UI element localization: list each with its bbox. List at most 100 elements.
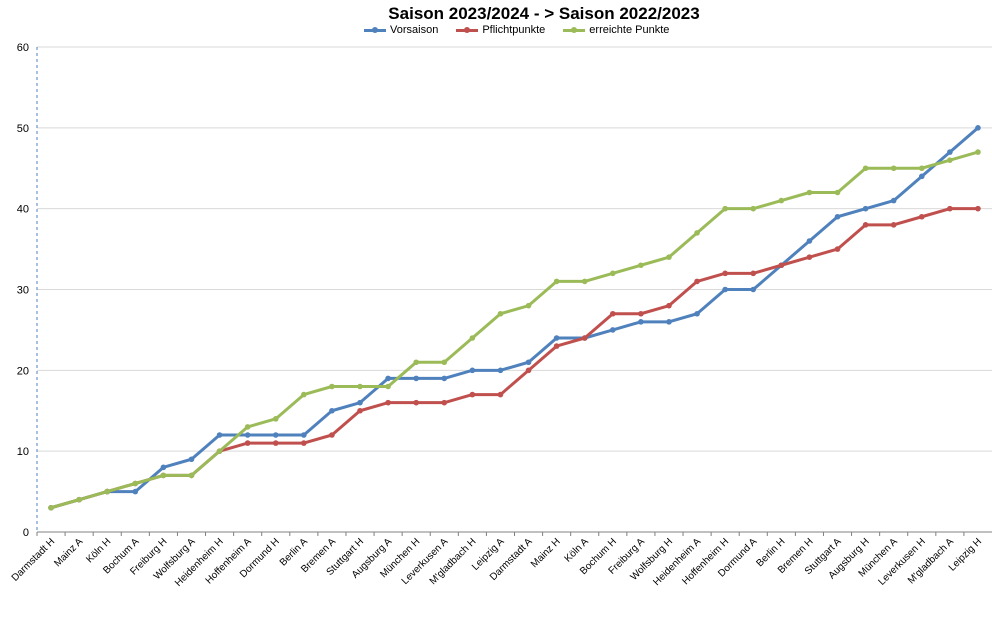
- data-point-erreichte-punkte: [385, 383, 391, 390]
- data-point-pflichtpunkte: [694, 278, 700, 285]
- data-point-erreichte-punkte: [694, 230, 700, 236]
- data-point-erreichte-punkte: [413, 359, 419, 366]
- data-point-erreichte-punkte: [497, 310, 504, 317]
- data-point-vorsaison: [329, 407, 335, 414]
- data-point-erreichte-punkte: [975, 149, 981, 155]
- data-point-erreichte-punkte: [890, 165, 897, 172]
- data-point-vorsaison: [357, 399, 363, 406]
- data-point-pflichtpunkte: [329, 432, 335, 438]
- legend-swatch: [563, 25, 586, 35]
- legend-swatch: [456, 25, 479, 35]
- data-point-pflichtpunkte: [610, 310, 616, 317]
- data-point-pflichtpunkte: [272, 440, 279, 446]
- legend-label: Vorsaison: [390, 24, 439, 36]
- data-point-vorsaison: [890, 197, 897, 204]
- y-tick-label: 10: [17, 446, 29, 458]
- data-point-vorsaison: [272, 432, 279, 438]
- data-point-vorsaison: [918, 173, 925, 180]
- data-point-pflichtpunkte: [778, 262, 785, 269]
- data-point-erreichte-punkte: [806, 189, 813, 196]
- data-point-vorsaison: [722, 286, 728, 293]
- legend-label: Pflichtpunkte: [482, 24, 546, 36]
- data-point-erreichte-punkte: [862, 165, 869, 172]
- data-point-pflichtpunkte: [553, 343, 560, 349]
- data-point-erreichte-punkte: [918, 165, 925, 172]
- legend-label: erreichte Punkte: [589, 24, 670, 36]
- x-tick-label: Mainz H: [529, 536, 563, 570]
- x-tick-label: Darmstadt H: [10, 536, 57, 583]
- data-point-erreichte-punkte: [244, 424, 251, 430]
- data-point-pflichtpunkte: [947, 205, 953, 212]
- data-point-vorsaison: [132, 488, 139, 495]
- data-point-pflichtpunkte: [385, 399, 391, 406]
- data-point-vorsaison: [862, 205, 869, 212]
- data-point-erreichte-punkte: [750, 205, 757, 212]
- data-point-vorsaison: [975, 125, 981, 131]
- data-point-pflichtpunkte: [441, 399, 448, 406]
- legend-item-pflichtpunkte: Pflichtpunkte: [456, 24, 545, 36]
- data-point-vorsaison: [834, 213, 841, 220]
- series-line-pflichtpunkte: [49, 207, 980, 510]
- data-point-erreichte-punkte: [947, 157, 953, 163]
- y-tick-label: 50: [17, 123, 29, 135]
- data-point-vorsaison: [441, 375, 448, 382]
- data-point-vorsaison: [666, 319, 672, 325]
- data-point-erreichte-punkte: [216, 448, 223, 454]
- chart-title: Saison 2023/2024 - > Saison 2022/2023: [388, 4, 700, 23]
- y-tick-label: 0: [23, 527, 29, 539]
- data-point-pflichtpunkte: [862, 222, 869, 228]
- series-line-erreichte-punkte: [49, 150, 980, 510]
- data-point-erreichte-punkte: [581, 278, 588, 285]
- data-point-pflichtpunkte: [244, 440, 251, 446]
- data-point-vorsaison: [525, 359, 532, 366]
- y-tick-label: 60: [17, 42, 29, 54]
- legend-item-vorsaison: Vorsaison: [364, 24, 438, 36]
- data-point-erreichte-punkte: [160, 472, 167, 479]
- data-point-pflichtpunkte: [581, 335, 588, 341]
- data-point-pflichtpunkte: [722, 270, 728, 277]
- data-point-vorsaison: [301, 432, 307, 438]
- data-point-erreichte-punkte: [188, 472, 195, 479]
- y-tick-label: 40: [17, 204, 29, 216]
- data-point-pflichtpunkte: [638, 310, 644, 317]
- legend: Vorsaison Pflichtpunkte erreichte Punkte: [364, 24, 669, 36]
- y-tick-label: 20: [17, 365, 29, 377]
- data-point-erreichte-punkte: [834, 189, 841, 196]
- data-point-erreichte-punkte: [469, 335, 476, 341]
- data-point-pflichtpunkte: [890, 222, 897, 228]
- data-point-vorsaison: [638, 319, 644, 325]
- data-point-vorsaison: [216, 432, 223, 438]
- data-point-pflichtpunkte: [975, 205, 981, 212]
- data-point-erreichte-punkte: [778, 197, 785, 204]
- data-point-erreichte-punkte: [329, 383, 335, 390]
- data-point-erreichte-punkte: [132, 480, 139, 487]
- data-point-vorsaison: [750, 286, 757, 293]
- y-tick-label: 30: [17, 285, 29, 297]
- data-point-pflichtpunkte: [413, 399, 419, 406]
- data-point-vorsaison: [385, 375, 391, 382]
- data-point-pflichtpunkte: [469, 391, 476, 398]
- data-point-vorsaison: [413, 375, 419, 382]
- data-point-erreichte-punkte: [357, 383, 363, 390]
- data-point-vorsaison: [806, 238, 813, 244]
- data-point-erreichte-punkte: [722, 205, 728, 212]
- data-point-vorsaison: [497, 367, 504, 374]
- data-point-vorsaison: [469, 367, 476, 374]
- data-point-pflichtpunkte: [301, 440, 307, 446]
- data-point-pflichtpunkte: [497, 391, 504, 398]
- data-point-vorsaison: [160, 464, 167, 471]
- data-point-erreichte-punkte: [610, 270, 616, 277]
- data-point-vorsaison: [947, 149, 953, 155]
- data-point-erreichte-punkte: [48, 504, 54, 511]
- series-line-vorsaison: [49, 126, 980, 510]
- data-point-erreichte-punkte: [76, 496, 82, 503]
- data-point-vorsaison: [553, 335, 560, 341]
- data-point-pflichtpunkte: [834, 246, 841, 252]
- data-point-pflichtpunkte: [357, 407, 363, 414]
- data-point-erreichte-punkte: [666, 254, 672, 260]
- x-tick-label: Mainz A: [52, 536, 85, 569]
- data-point-pflichtpunkte: [666, 302, 672, 309]
- legend-item-erreichte-punkte: erreichte Punkte: [563, 24, 669, 36]
- legend-swatch: [364, 25, 386, 35]
